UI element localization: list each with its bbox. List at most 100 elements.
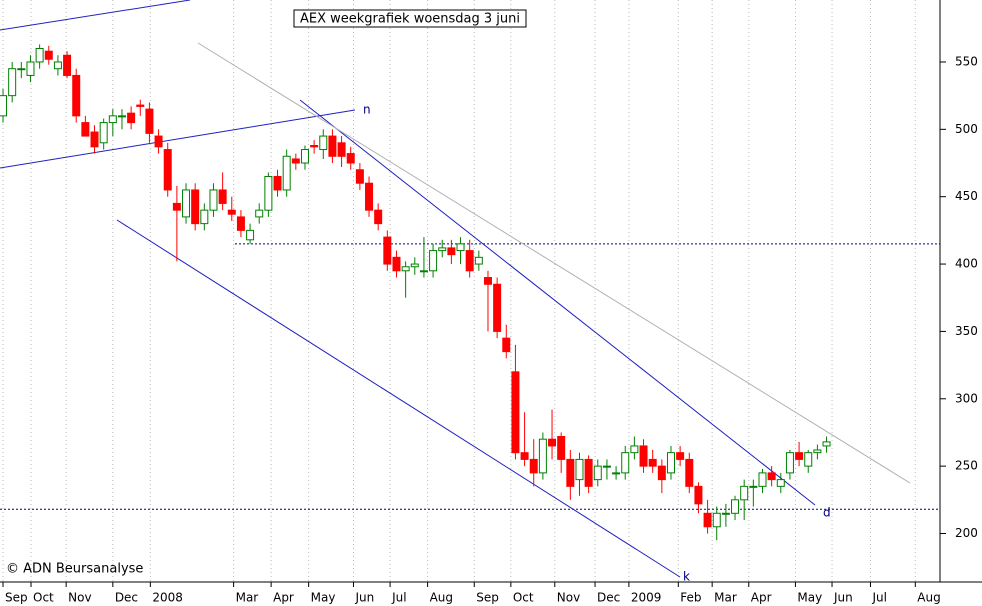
candle-body [145, 108, 154, 134]
y-tick-label: 400 [955, 257, 978, 271]
candle-body [26, 61, 35, 76]
candles [0, 44, 831, 541]
x-tick-label: Aug [917, 591, 940, 605]
candle-body [282, 155, 291, 191]
candle-body [575, 458, 584, 481]
trend-line [116, 219, 681, 578]
x-tick-label: Dec [115, 591, 138, 605]
candle-body [520, 452, 529, 460]
candle-body [694, 485, 703, 505]
candle-body [227, 209, 236, 215]
candle-body [401, 266, 410, 272]
candle-body [182, 189, 191, 218]
candle-body [337, 142, 346, 157]
candle-body [108, 115, 117, 124]
line-label: k [683, 570, 690, 584]
candle-body [557, 436, 566, 460]
chart-title: AEX weekgrafiek woensdag 3 juni [300, 12, 520, 27]
candle-body [218, 189, 227, 204]
candle-body [813, 449, 822, 454]
candle-body [172, 202, 181, 211]
candle-body [136, 104, 145, 107]
x-tick-label: 2008 [152, 591, 183, 605]
candle-body [740, 485, 749, 501]
trend-line [0, 109, 356, 169]
candle-body [255, 209, 264, 218]
x-tick-label: Apr [751, 591, 772, 605]
candle-body [81, 122, 90, 137]
candle-body [291, 158, 300, 164]
x-tick-label: Jun [833, 591, 853, 605]
candle-body [0, 95, 8, 117]
y-tick-label: 550 [955, 54, 978, 68]
candle-body [53, 61, 62, 70]
candle-body [8, 68, 17, 97]
x-tick-label: Oct [33, 591, 54, 605]
candle-body [465, 250, 474, 272]
candle-body [209, 189, 218, 211]
candle-body [648, 458, 657, 467]
candle-body [310, 145, 319, 148]
candle-body [584, 458, 593, 487]
candle-body [154, 135, 163, 148]
line-label: d [823, 506, 831, 520]
candle-body [300, 149, 309, 164]
candle-body [712, 512, 721, 528]
x-tick-label: May [311, 591, 336, 605]
candle-body [374, 209, 383, 225]
x-tick-label: Feb [680, 591, 701, 605]
candle-body [429, 250, 438, 272]
x-tick-label: May [797, 591, 822, 605]
candle-body [703, 512, 712, 528]
candle-body [355, 169, 364, 184]
x-tick-label: Mar [236, 591, 259, 605]
candle-body [731, 499, 740, 514]
x-tick-label: Nov [68, 591, 91, 605]
x-tick-label: Sep [5, 591, 28, 605]
candle-body [548, 438, 557, 447]
y-tick-label: 200 [955, 526, 978, 540]
candle-body [612, 472, 621, 475]
candle-body [795, 452, 804, 460]
x-tick-label: Jun [354, 591, 374, 605]
candle-body [639, 445, 648, 467]
candle-body [264, 175, 273, 211]
x-tick-label: Oct [513, 591, 534, 605]
y-tick-label: 300 [955, 391, 978, 405]
candle-body [493, 283, 502, 332]
y-tick-label: 250 [955, 459, 978, 473]
candle-body [785, 452, 794, 474]
candle-body [383, 236, 392, 265]
candle-body [483, 277, 492, 285]
x-tick-label: Mar [714, 591, 737, 605]
candle-body [90, 131, 99, 148]
candle-body [438, 247, 447, 252]
candle-body [127, 112, 136, 124]
candle-body [419, 270, 428, 273]
x-tick-label: Jul [871, 591, 886, 605]
trend-line [197, 42, 911, 484]
x-tick-label: Sep [476, 591, 499, 605]
candle-body [17, 68, 26, 71]
candle-body [758, 472, 767, 487]
candle-body [474, 256, 483, 265]
y-tick-label: 500 [955, 122, 978, 136]
candle-body [749, 485, 758, 488]
source: © ADN Beursanalyse [6, 562, 143, 577]
candle-body [804, 452, 813, 467]
candle-body [630, 445, 639, 454]
candle-body [117, 115, 126, 118]
candle-body [44, 50, 53, 60]
x-tick-label: Jul [391, 591, 406, 605]
candle-body [35, 48, 44, 63]
candle-body [676, 452, 685, 460]
candle-body [666, 452, 675, 474]
candle-body [566, 458, 575, 487]
candle-body [685, 458, 694, 487]
y-tick-label: 450 [955, 189, 978, 203]
candle-body [63, 54, 72, 76]
candle-body [721, 512, 730, 515]
candle-body [529, 458, 538, 474]
